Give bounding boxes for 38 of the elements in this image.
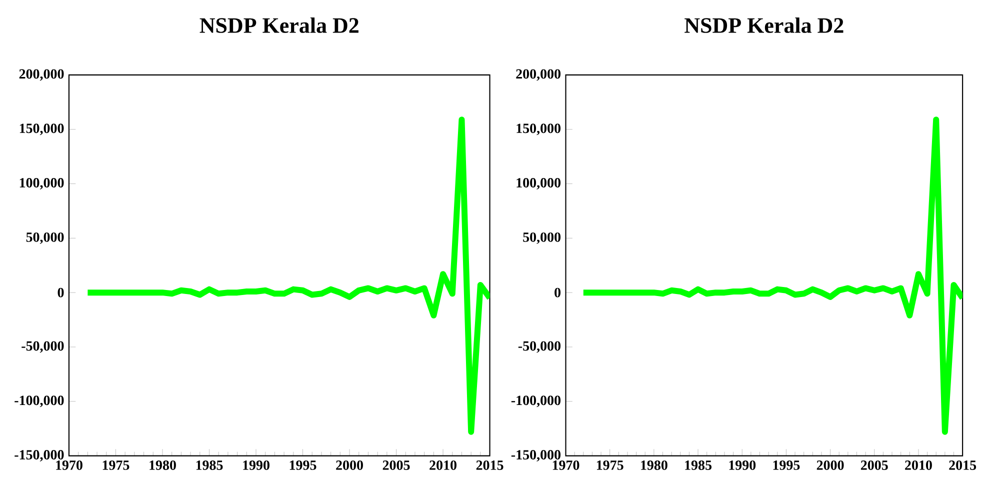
x-tick-label: 2005 — [382, 460, 410, 470]
y-tick-label: 100,000 — [20, 178, 64, 190]
y-tick-label: 150,000 — [516, 124, 561, 136]
y-tick-label: 200,000 — [516, 69, 561, 81]
y-tick-label: 50,000 — [26, 232, 64, 244]
x-tick-label: 1980 — [641, 460, 668, 470]
y-tick-label: -50,000 — [518, 341, 561, 353]
x-tick-label: 2000 — [816, 460, 844, 470]
x-tick-label: 2010 — [905, 460, 932, 470]
y-tick-label: 150,000 — [20, 124, 64, 136]
chart-title: NSDP Kerala D2 — [200, 18, 358, 34]
x-tick-label: 1990 — [729, 460, 756, 470]
y-tick-label: 100,000 — [516, 178, 561, 190]
x-tick-label: 1995 — [290, 460, 316, 470]
y-tick-label: -100,000 — [14, 396, 64, 408]
y-tick-label: 0 — [58, 288, 64, 298]
chart-title: NSDP Kerala D2 — [684, 18, 844, 34]
x-tick-label: 1985 — [685, 460, 712, 470]
x-tick-label: 1975 — [102, 460, 130, 470]
x-tick-label: 1990 — [243, 460, 270, 470]
y-tick-label: 0 — [554, 288, 561, 298]
x-tick-label: 1980 — [150, 460, 176, 470]
y-tick-label: -150,000 — [14, 450, 64, 462]
x-tick-label: 2015 — [949, 460, 976, 470]
y-tick-label: -50,000 — [22, 341, 64, 353]
x-tick-label: 2005 — [860, 460, 888, 470]
x-tick-label: 2010 — [430, 460, 456, 470]
x-tick-label: 1975 — [596, 460, 624, 470]
x-tick-label: 2000 — [336, 460, 363, 470]
x-tick-label: 1985 — [196, 460, 223, 470]
y-tick-label: 50,000 — [523, 232, 561, 244]
y-tick-label: -100,000 — [511, 396, 561, 408]
x-tick-label: 1970 — [56, 460, 82, 470]
x-tick-label: 1995 — [773, 460, 800, 470]
x-tick-label: 1970 — [552, 460, 580, 470]
y-tick-label: -150,000 — [511, 450, 561, 462]
x-tick-label: 2015 — [476, 460, 504, 470]
y-tick-label: 200,000 — [19, 69, 64, 81]
